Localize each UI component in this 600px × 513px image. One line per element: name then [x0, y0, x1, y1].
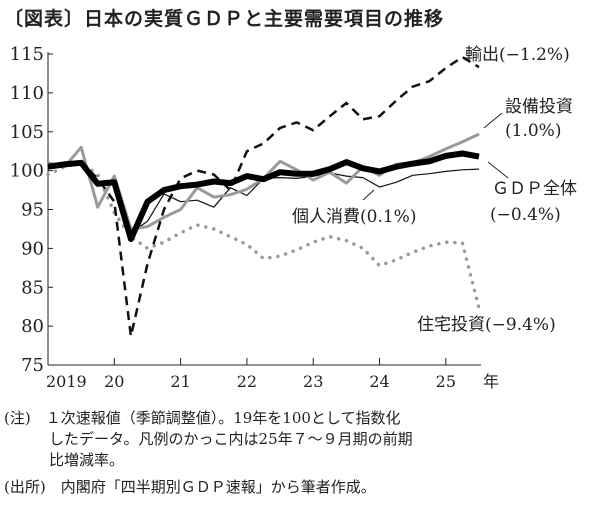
arrow-consumption [362, 189, 375, 201]
y-tick-label: 80 [21, 316, 44, 337]
x-tick-label: 24 [369, 372, 389, 391]
y-tick-label: 110 [10, 83, 44, 104]
source-line: (出所) 内閣府「四半期別ＧＤＰ速報」から筆者作成。 [4, 478, 376, 496]
y-tick-label: 90 [21, 238, 44, 259]
series-line-exports [47, 55, 480, 338]
y-tick-label: 105 [10, 122, 44, 143]
label-gdp-value: (−0.4%) [490, 205, 561, 225]
y-tick-label: 95 [21, 200, 44, 221]
y-tick-label: 115 [10, 44, 44, 65]
x-tick-label: 21 [170, 372, 190, 391]
annotations: 輸出(−1.2%) 設備投資 (1.0%) ＧＤＰ全体 (−0.4%) 個人消費(0.1%… [292, 45, 577, 335]
x-axis-unit: 年 [483, 372, 499, 391]
label-gdp: ＧＤＰ全体 [492, 179, 577, 199]
axes: 75 80 85 90 95 100 105 110 115 2019 20 21 22 23 24 25 年 [10, 44, 499, 391]
label-capex: 設備投資 [505, 97, 573, 117]
label-housing: 住宅投資(−9.4%) [417, 315, 556, 335]
y-tick-label: 75 [21, 355, 44, 376]
label-capex-value: (1.0%) [505, 121, 561, 141]
series-lines [46, 55, 481, 338]
label-exports: 輸出(−1.2%) [465, 45, 570, 65]
x-tick-label: 22 [237, 372, 257, 391]
x-tick-label: 23 [303, 372, 323, 391]
series-line-gdp [47, 150, 480, 242]
label-consumption: 個人消費(0.1%) [292, 207, 416, 227]
x-tick-label: 25 [436, 372, 456, 391]
note-line: 比増減率。 [4, 451, 125, 469]
arrow-capex [483, 112, 503, 129]
x-tick-label: 20 [104, 372, 124, 391]
chart-title: 〔図表〕日本の実質ＧＤＰと主要需要項目の推移 [4, 8, 445, 30]
y-tick-label: 85 [21, 277, 44, 298]
y-tick-label: 100 [10, 161, 44, 182]
series-line-housing [46, 161, 481, 310]
x-tick-label: 2019 [46, 372, 87, 391]
arrow-gdp [487, 161, 509, 179]
note-line: (注) １次速報値（季節調整値）。19年を100として指数化 [4, 409, 401, 427]
note-line: したデータ。凡例のかっこ内は25年７～９月期の前期 [4, 430, 413, 448]
